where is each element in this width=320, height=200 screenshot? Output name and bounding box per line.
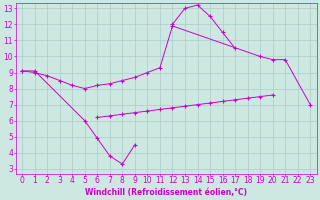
X-axis label: Windchill (Refroidissement éolien,°C): Windchill (Refroidissement éolien,°C) — [85, 188, 247, 197]
